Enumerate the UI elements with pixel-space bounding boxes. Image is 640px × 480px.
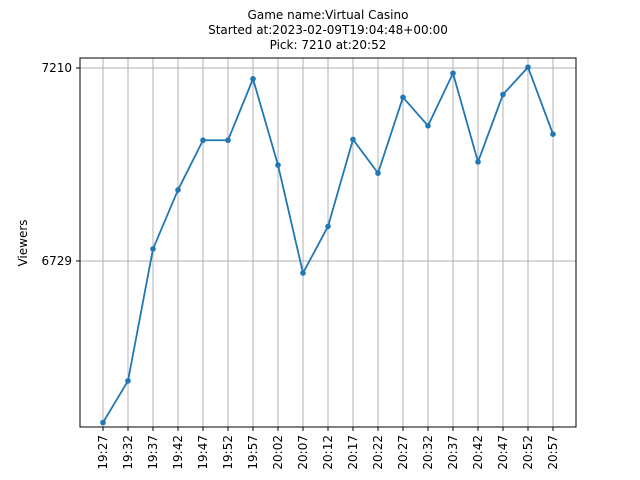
data-point bbox=[200, 137, 206, 144]
x-tick-label: 20:12 bbox=[321, 435, 335, 470]
data-point bbox=[375, 170, 381, 176]
x-tick-label: 20:22 bbox=[371, 435, 385, 470]
x-tick-label: 20:57 bbox=[546, 435, 560, 470]
x-axis-ticks: 19:27 19:32 19:37 19:42 19:47 19:52 19:57 20:02… bbox=[96, 427, 560, 470]
title-line-2: Started at:2023-02-09T19:04:48+00:00 bbox=[208, 23, 448, 37]
x-tick-label: 19:57 bbox=[246, 435, 260, 470]
x-tick-label: 20:27 bbox=[396, 435, 410, 470]
y-tick-label: 6729 bbox=[41, 254, 72, 268]
data-point bbox=[300, 270, 306, 276]
data-point bbox=[175, 187, 181, 193]
x-tick-label: 20:32 bbox=[421, 435, 435, 470]
data-point bbox=[325, 223, 331, 230]
data-point bbox=[225, 137, 231, 144]
data-point bbox=[500, 91, 506, 98]
x-tick-label: 19:42 bbox=[171, 435, 185, 470]
x-tick-label: 20:52 bbox=[521, 435, 535, 470]
chart-title: Game name:Virtual Casino Started at:2023… bbox=[208, 8, 448, 52]
data-point bbox=[125, 378, 131, 384]
data-point bbox=[150, 246, 156, 252]
x-tick-label: 19:52 bbox=[221, 435, 235, 470]
x-tick-label: 19:27 bbox=[96, 435, 110, 470]
data-point bbox=[425, 122, 431, 129]
x-tick-label: 19:47 bbox=[196, 435, 210, 470]
y-axis-ticks: 6729 7210 bbox=[41, 61, 80, 268]
data-point bbox=[350, 136, 356, 143]
y-axis-label: Viewers bbox=[16, 219, 30, 266]
data-point bbox=[275, 162, 281, 168]
data-point bbox=[400, 94, 406, 101]
grid bbox=[80, 58, 576, 427]
title-line-1: Game name:Virtual Casino bbox=[248, 8, 409, 22]
x-tick-label: 19:32 bbox=[121, 435, 135, 470]
x-tick-label: 19:37 bbox=[146, 435, 160, 470]
data-point bbox=[450, 70, 456, 77]
x-tick-label: 20:07 bbox=[296, 435, 310, 470]
data-points bbox=[100, 64, 556, 426]
data-point bbox=[250, 76, 256, 82]
x-tick-label: 20:37 bbox=[446, 435, 460, 470]
x-tick-label: 20:02 bbox=[271, 435, 285, 470]
x-tick-label: 20:17 bbox=[346, 435, 360, 470]
data-point bbox=[100, 419, 106, 426]
data-point bbox=[475, 159, 481, 165]
x-tick-label: 20:47 bbox=[496, 435, 510, 470]
data-point bbox=[550, 131, 556, 138]
title-line-3: Pick: 7210 at:20:52 bbox=[270, 38, 387, 52]
x-tick-label: 20:42 bbox=[471, 435, 485, 470]
data-point bbox=[525, 64, 531, 71]
y-tick-label: 7210 bbox=[41, 61, 72, 75]
